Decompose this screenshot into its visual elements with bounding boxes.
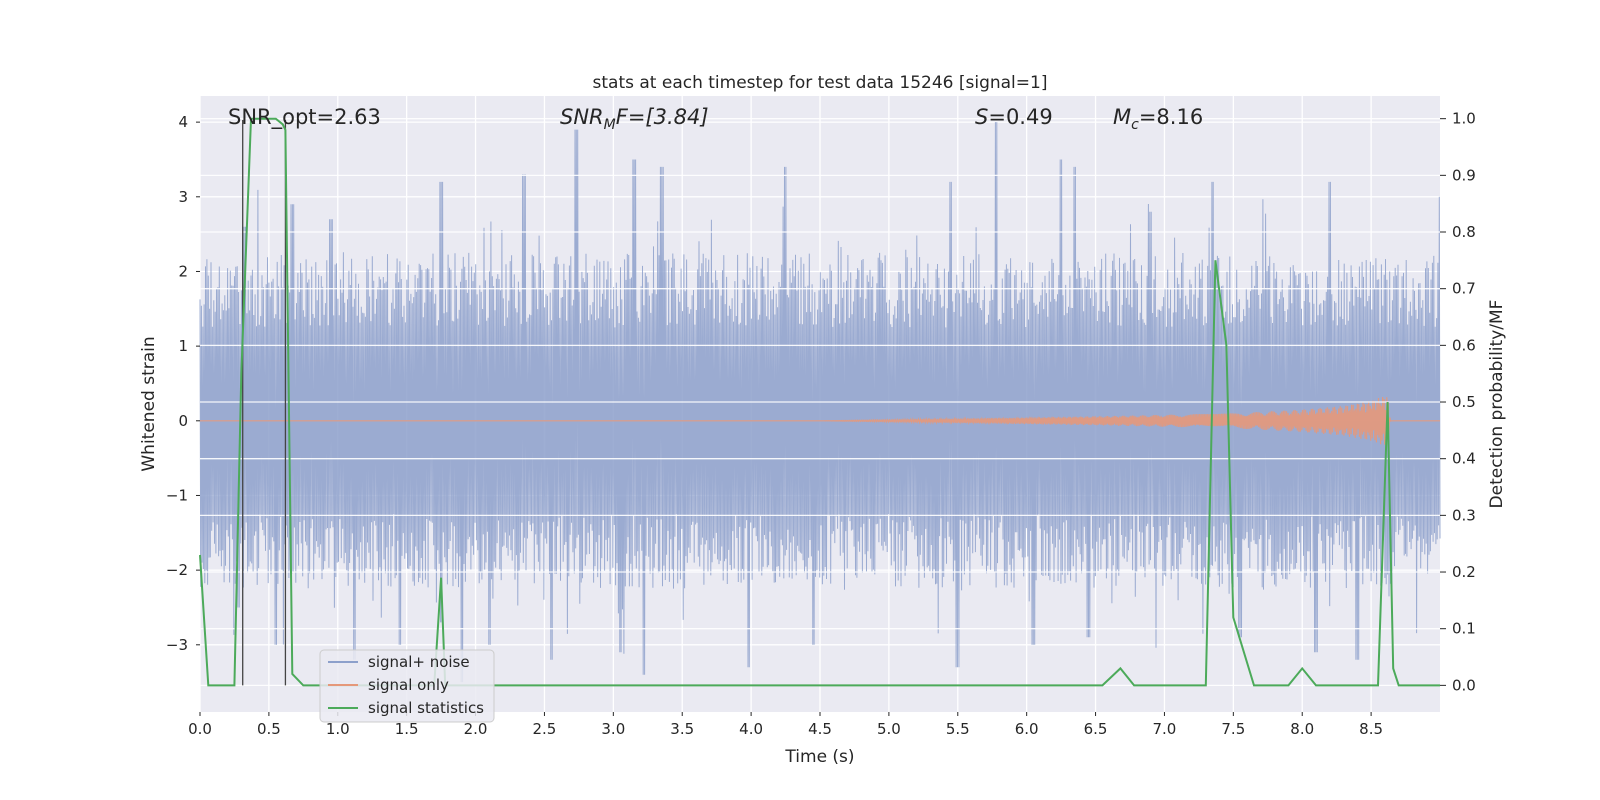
x-tick-label: 2.5 xyxy=(533,720,557,738)
x-tick-label: 5.0 xyxy=(877,720,901,738)
signal-only-series xyxy=(200,396,1440,445)
legend-box xyxy=(319,649,495,723)
x-tick-label: 4.5 xyxy=(808,720,832,738)
x-tick-label: 7.5 xyxy=(1221,720,1245,738)
y-right-tick-label: 0.9 xyxy=(1452,166,1476,184)
y-right-axis-label: Detection probability/MF xyxy=(1487,300,1507,509)
y-tick-label: 4 xyxy=(178,113,188,131)
y-right-tick-label: 0.1 xyxy=(1452,620,1476,638)
snr-opt-annotation: SNR_opt=2.63 xyxy=(228,105,381,130)
y-tick-label: −1 xyxy=(166,486,188,504)
y-axis-label: Whitened strain xyxy=(139,336,159,471)
mc-sub: c xyxy=(1131,117,1139,133)
x-tick-label: 6.5 xyxy=(1084,720,1108,738)
snr-mf-tail: F=[3.84] xyxy=(616,105,709,129)
y-tick-label: 1 xyxy=(178,337,188,355)
x-tick-label: 3.5 xyxy=(670,720,694,738)
y-tick-label: 0 xyxy=(178,412,188,430)
signal-noise-series xyxy=(199,122,1441,683)
signal-noise-line xyxy=(199,122,1441,683)
vertical-markers xyxy=(242,120,287,686)
x-tick-label: 1.0 xyxy=(326,720,350,738)
signal-statistics-series xyxy=(199,117,1440,687)
mc-annotation: Mc=8.16 xyxy=(1113,105,1203,133)
y-right-tick-label: 0.2 xyxy=(1452,563,1476,581)
s-annotation: S=0.49 xyxy=(975,105,1053,129)
y-tick-label: 3 xyxy=(178,188,188,206)
x-tick-label: 0.5 xyxy=(257,720,281,738)
s-main: S xyxy=(975,105,988,129)
x-axis-ticks: 0.0 0.5 1.0 1.5 2.0 2.5 3.0 3.5 4.0 4.5 5.0 5.5 6.0 6… xyxy=(188,712,1383,738)
snr-mf-sub: M xyxy=(604,117,616,133)
y-right-axis-ticks: 1.0 0.9 0.8 0.7 0.6 0.5 0.4 0.3 0.2 0.1 0.0 xyxy=(1440,110,1476,694)
x-tick-label: 1.5 xyxy=(395,720,419,738)
signal-statistics-line xyxy=(199,117,1440,687)
y-right-tick-label: 0.4 xyxy=(1452,450,1476,468)
y-right-tick-label: 0.8 xyxy=(1452,223,1476,241)
x-tick-label: 8.5 xyxy=(1359,720,1383,738)
legend-label-signal-only: signal only xyxy=(368,676,449,694)
y-right-tick-label: 0.3 xyxy=(1452,506,1476,524)
y-tick-label: −3 xyxy=(166,636,188,654)
legend: signal+ noise signal only signal statist… xyxy=(319,649,495,723)
y-right-tick-label: 0.0 xyxy=(1452,676,1476,694)
x-tick-label: 4.0 xyxy=(739,720,763,738)
x-tick-label: 5.5 xyxy=(946,720,970,738)
y-right-tick-label: 1.0 xyxy=(1452,110,1476,128)
y-right-tick-label: 0.5 xyxy=(1452,393,1476,411)
s-tail: =0.49 xyxy=(988,105,1052,129)
mc-tail: =8.16 xyxy=(1139,105,1203,129)
x-tick-label: 6.0 xyxy=(1015,720,1039,738)
x-tick-label: 8.0 xyxy=(1290,720,1314,738)
signal-only-line xyxy=(200,396,1440,445)
x-tick-label: 0.0 xyxy=(188,720,212,738)
x-axis-label: Time (s) xyxy=(784,747,854,767)
x-tick-label: 3.0 xyxy=(601,720,625,738)
y-tick-label: −2 xyxy=(166,561,188,579)
legend-label-signal-noise: signal+ noise xyxy=(368,653,470,671)
x-tick-label: 2.0 xyxy=(464,720,488,738)
snr-mf-annotation: SNRMF=[3.84] xyxy=(560,105,709,133)
y-axis-ticks: 4 3 2 1 0 −1 −2 −3 xyxy=(166,113,200,654)
y-right-tick-label: 0.7 xyxy=(1452,280,1476,298)
chart-title: stats at each timestep for test data 152… xyxy=(593,73,1048,93)
snr-mf-main: SNR xyxy=(560,105,604,129)
legend-label-signal-statistics: signal statistics xyxy=(368,699,484,717)
x-tick-label: 7.0 xyxy=(1153,720,1177,738)
y-right-tick-label: 0.6 xyxy=(1452,336,1476,354)
mc-main: M xyxy=(1113,105,1131,129)
y-tick-label: 2 xyxy=(178,262,188,280)
